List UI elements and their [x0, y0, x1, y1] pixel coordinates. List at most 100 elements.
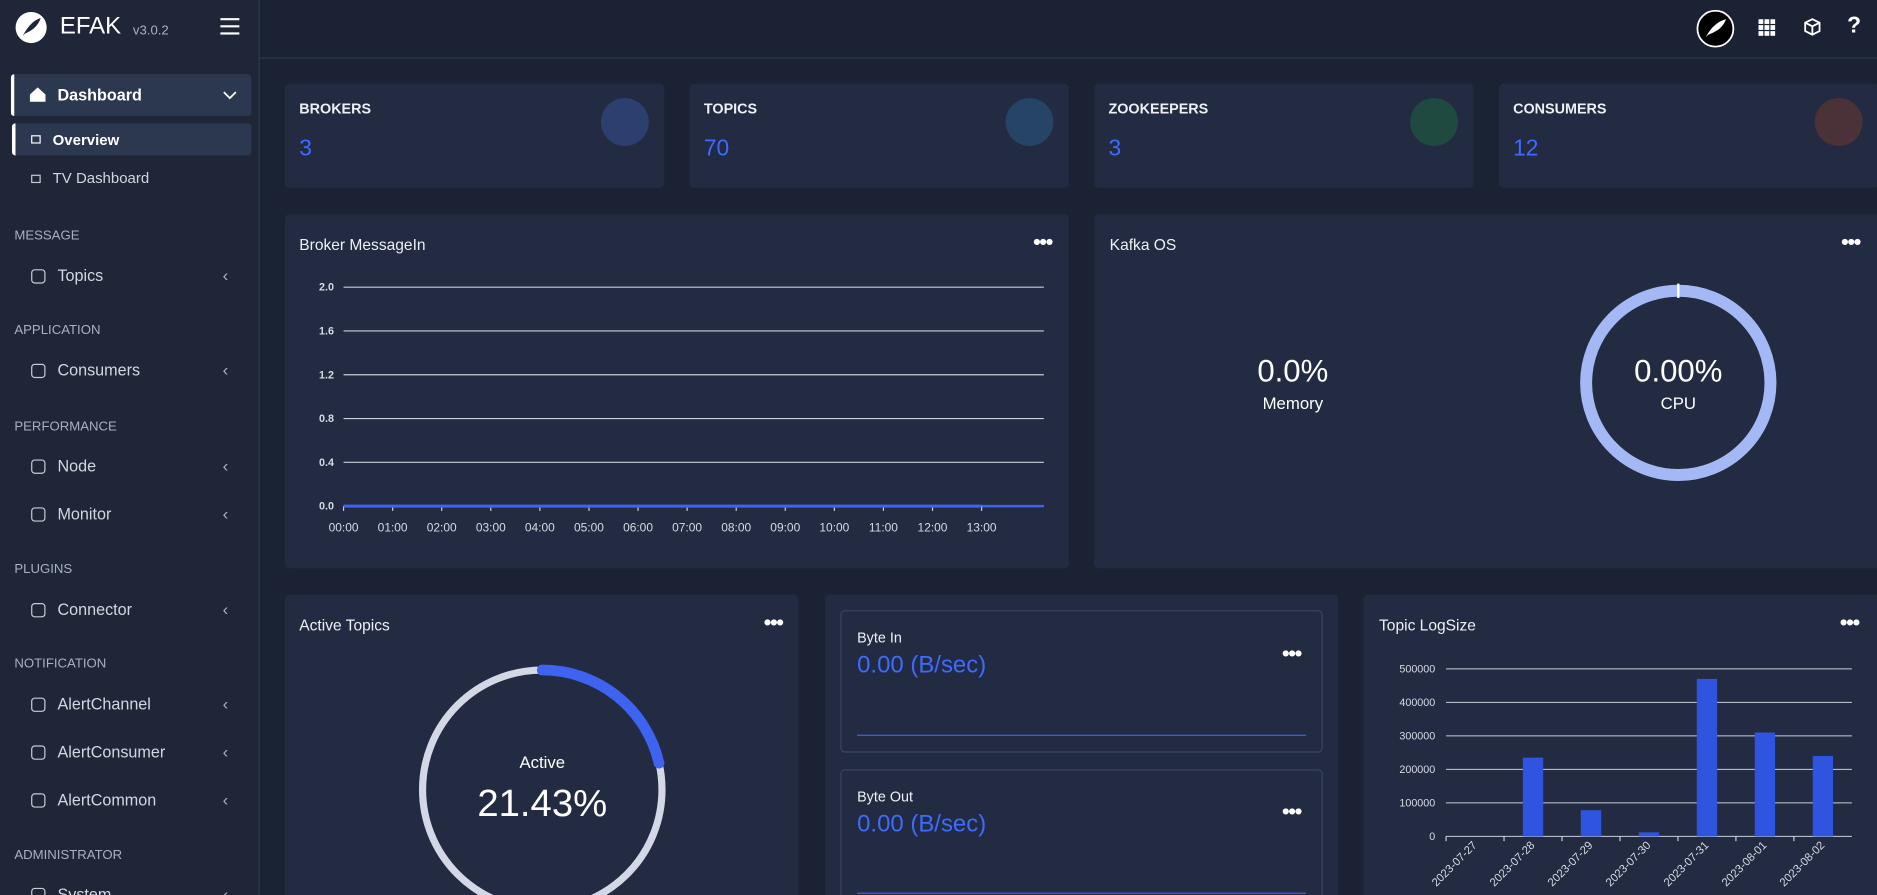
overview-menu[interactable] [11, 123, 252, 156]
menu-icon [31, 603, 46, 618]
gauge-label: Active [519, 753, 565, 772]
y-tick-label: 1.6 [319, 326, 334, 338]
stat-label: TOPICS [703, 100, 758, 118]
gauge-arc [536, 664, 665, 769]
menu-item[interactable]: Topics [57, 266, 104, 285]
chevron: ‹ [222, 360, 229, 380]
menu-item[interactable]: TV Dashboard [52, 169, 150, 187]
x-tick-label: 12:00 [918, 520, 948, 534]
menu-item[interactable]: Monitor [57, 504, 112, 523]
stat-value: 12 [1513, 136, 1539, 162]
y-tick-label: 2.0 [319, 282, 334, 294]
byte-in-line [857, 734, 1307, 736]
x-tick-label: 2023-08-02 [1778, 840, 1828, 890]
menu-item[interactable]: Dashboard [57, 86, 142, 105]
cpu-ring [1580, 283, 1777, 482]
y-tick-label: 0.0 [319, 501, 334, 513]
stat-icon[interactable] [1814, 98, 1863, 146]
stat-card: TOPICS 70 [689, 83, 1069, 188]
cube-icon[interactable] [1804, 18, 1821, 36]
menu-item[interactable]: AlertChannel [57, 695, 151, 714]
chevron: ‹ [222, 693, 229, 714]
stat-icon[interactable] [1005, 98, 1054, 146]
x-tick-label: 08:00 [721, 520, 751, 534]
byte-out-box [840, 769, 1323, 895]
dashboard-menu[interactable] [10, 74, 252, 117]
menu-dots[interactable]: ••• [1033, 229, 1053, 254]
stat-icon[interactable] [600, 98, 649, 146]
menu-item[interactable]: AlertConsumer [57, 743, 166, 761]
menu-dots[interactable]: ••• [1841, 229, 1861, 254]
section-label: NOTIFICATION [14, 656, 107, 672]
card: Kafka OS ••• 0.0% Memory 0.00% CPU [1094, 214, 1877, 569]
menu-dots[interactable]: ••• [1282, 641, 1302, 666]
menu-icon [31, 887, 46, 895]
x-tick-label: 02:00 [427, 520, 457, 534]
menu-item[interactable]: Consumers [57, 361, 141, 380]
x-tick-label: 05:00 [574, 520, 604, 534]
card: Active Topics ••• [284, 594, 799, 895]
y-tick-label: 0 [1429, 831, 1435, 843]
menu-item[interactable]: System [57, 885, 112, 895]
gauge-value: 21.43% [477, 782, 607, 825]
apps-icon[interactable] [1758, 19, 1776, 36]
stat-label: ZOOKEEPERS [1108, 100, 1209, 118]
cpu-value: 0.00% [1634, 352, 1723, 389]
menu-dots[interactable]: ••• [1839, 610, 1860, 635]
menu-icon [31, 507, 46, 522]
chevron: ‹ [222, 884, 229, 895]
chevron: ‹ [222, 265, 229, 285]
byte-in-label: Byte In [857, 629, 902, 647]
stat-card: BROKERS 3 [284, 83, 665, 188]
y-tick-label: 500000 [1399, 663, 1435, 675]
menu-item[interactable]: Connector [57, 600, 133, 619]
x-tick-label: 11:00 [869, 520, 898, 534]
menu-dots[interactable]: ••• [1282, 799, 1302, 824]
y-tick-label: 200000 [1399, 764, 1435, 776]
top-bar: ? [259, 0, 1877, 59]
byte-in-value: 0.00 (B/sec) [857, 652, 987, 679]
section-label: APPLICATION [14, 323, 101, 338]
menu-item[interactable]: AlertCommon [57, 790, 157, 809]
card: Topic LogSize ••• [1363, 594, 1877, 895]
bar [1696, 678, 1718, 837]
stat-value: 3 [299, 136, 312, 162]
y-tick-label: 300000 [1399, 730, 1435, 742]
chevron: ‹ [222, 455, 229, 476]
byte-out-label: Byte Out [857, 788, 913, 806]
x-tick-label: 07:00 [672, 520, 702, 534]
help-icon[interactable]: ? [1847, 13, 1861, 39]
y-tick-label: 1.2 [319, 369, 334, 381]
logo [15, 11, 47, 44]
menu-dots[interactable]: ••• [763, 610, 784, 635]
menu-item[interactable]: Overview [52, 131, 120, 149]
card-title: Kafka OS [1109, 235, 1177, 254]
chevron: ‹ [222, 503, 229, 523]
x-tick-label: 04:00 [525, 520, 555, 534]
menu-toggle[interactable] [220, 18, 240, 35]
x-tick-label: 2023-08-01 [1720, 840, 1770, 890]
card-title: Topic LogSize [1379, 616, 1476, 635]
byte-out-value: 0.00 (B/sec) [857, 811, 987, 838]
version: v3.0.2 [132, 23, 169, 39]
y-tick-label: 100000 [1399, 797, 1435, 809]
menu-item[interactable]: Node [57, 457, 97, 476]
stat-icon[interactable] [1410, 98, 1459, 146]
chevron: ‹ [222, 599, 229, 619]
bar [1812, 755, 1834, 837]
card: Broker MessageIn ••• [284, 214, 1069, 569]
home-icon [29, 87, 46, 102]
x-tick-label: 00:00 [329, 520, 359, 534]
menu-icon [31, 363, 46, 379]
menu-icon [31, 697, 46, 712]
x-tick-label: 2023-07-27 [1430, 840, 1480, 890]
byte-out-line [857, 892, 1307, 894]
avatar[interactable] [1696, 9, 1735, 48]
overview-icon [31, 135, 41, 144]
chevron [223, 91, 237, 100]
x-tick-label: 2023-07-29 [1546, 840, 1596, 890]
y-tick-label: 0.8 [319, 413, 334, 425]
